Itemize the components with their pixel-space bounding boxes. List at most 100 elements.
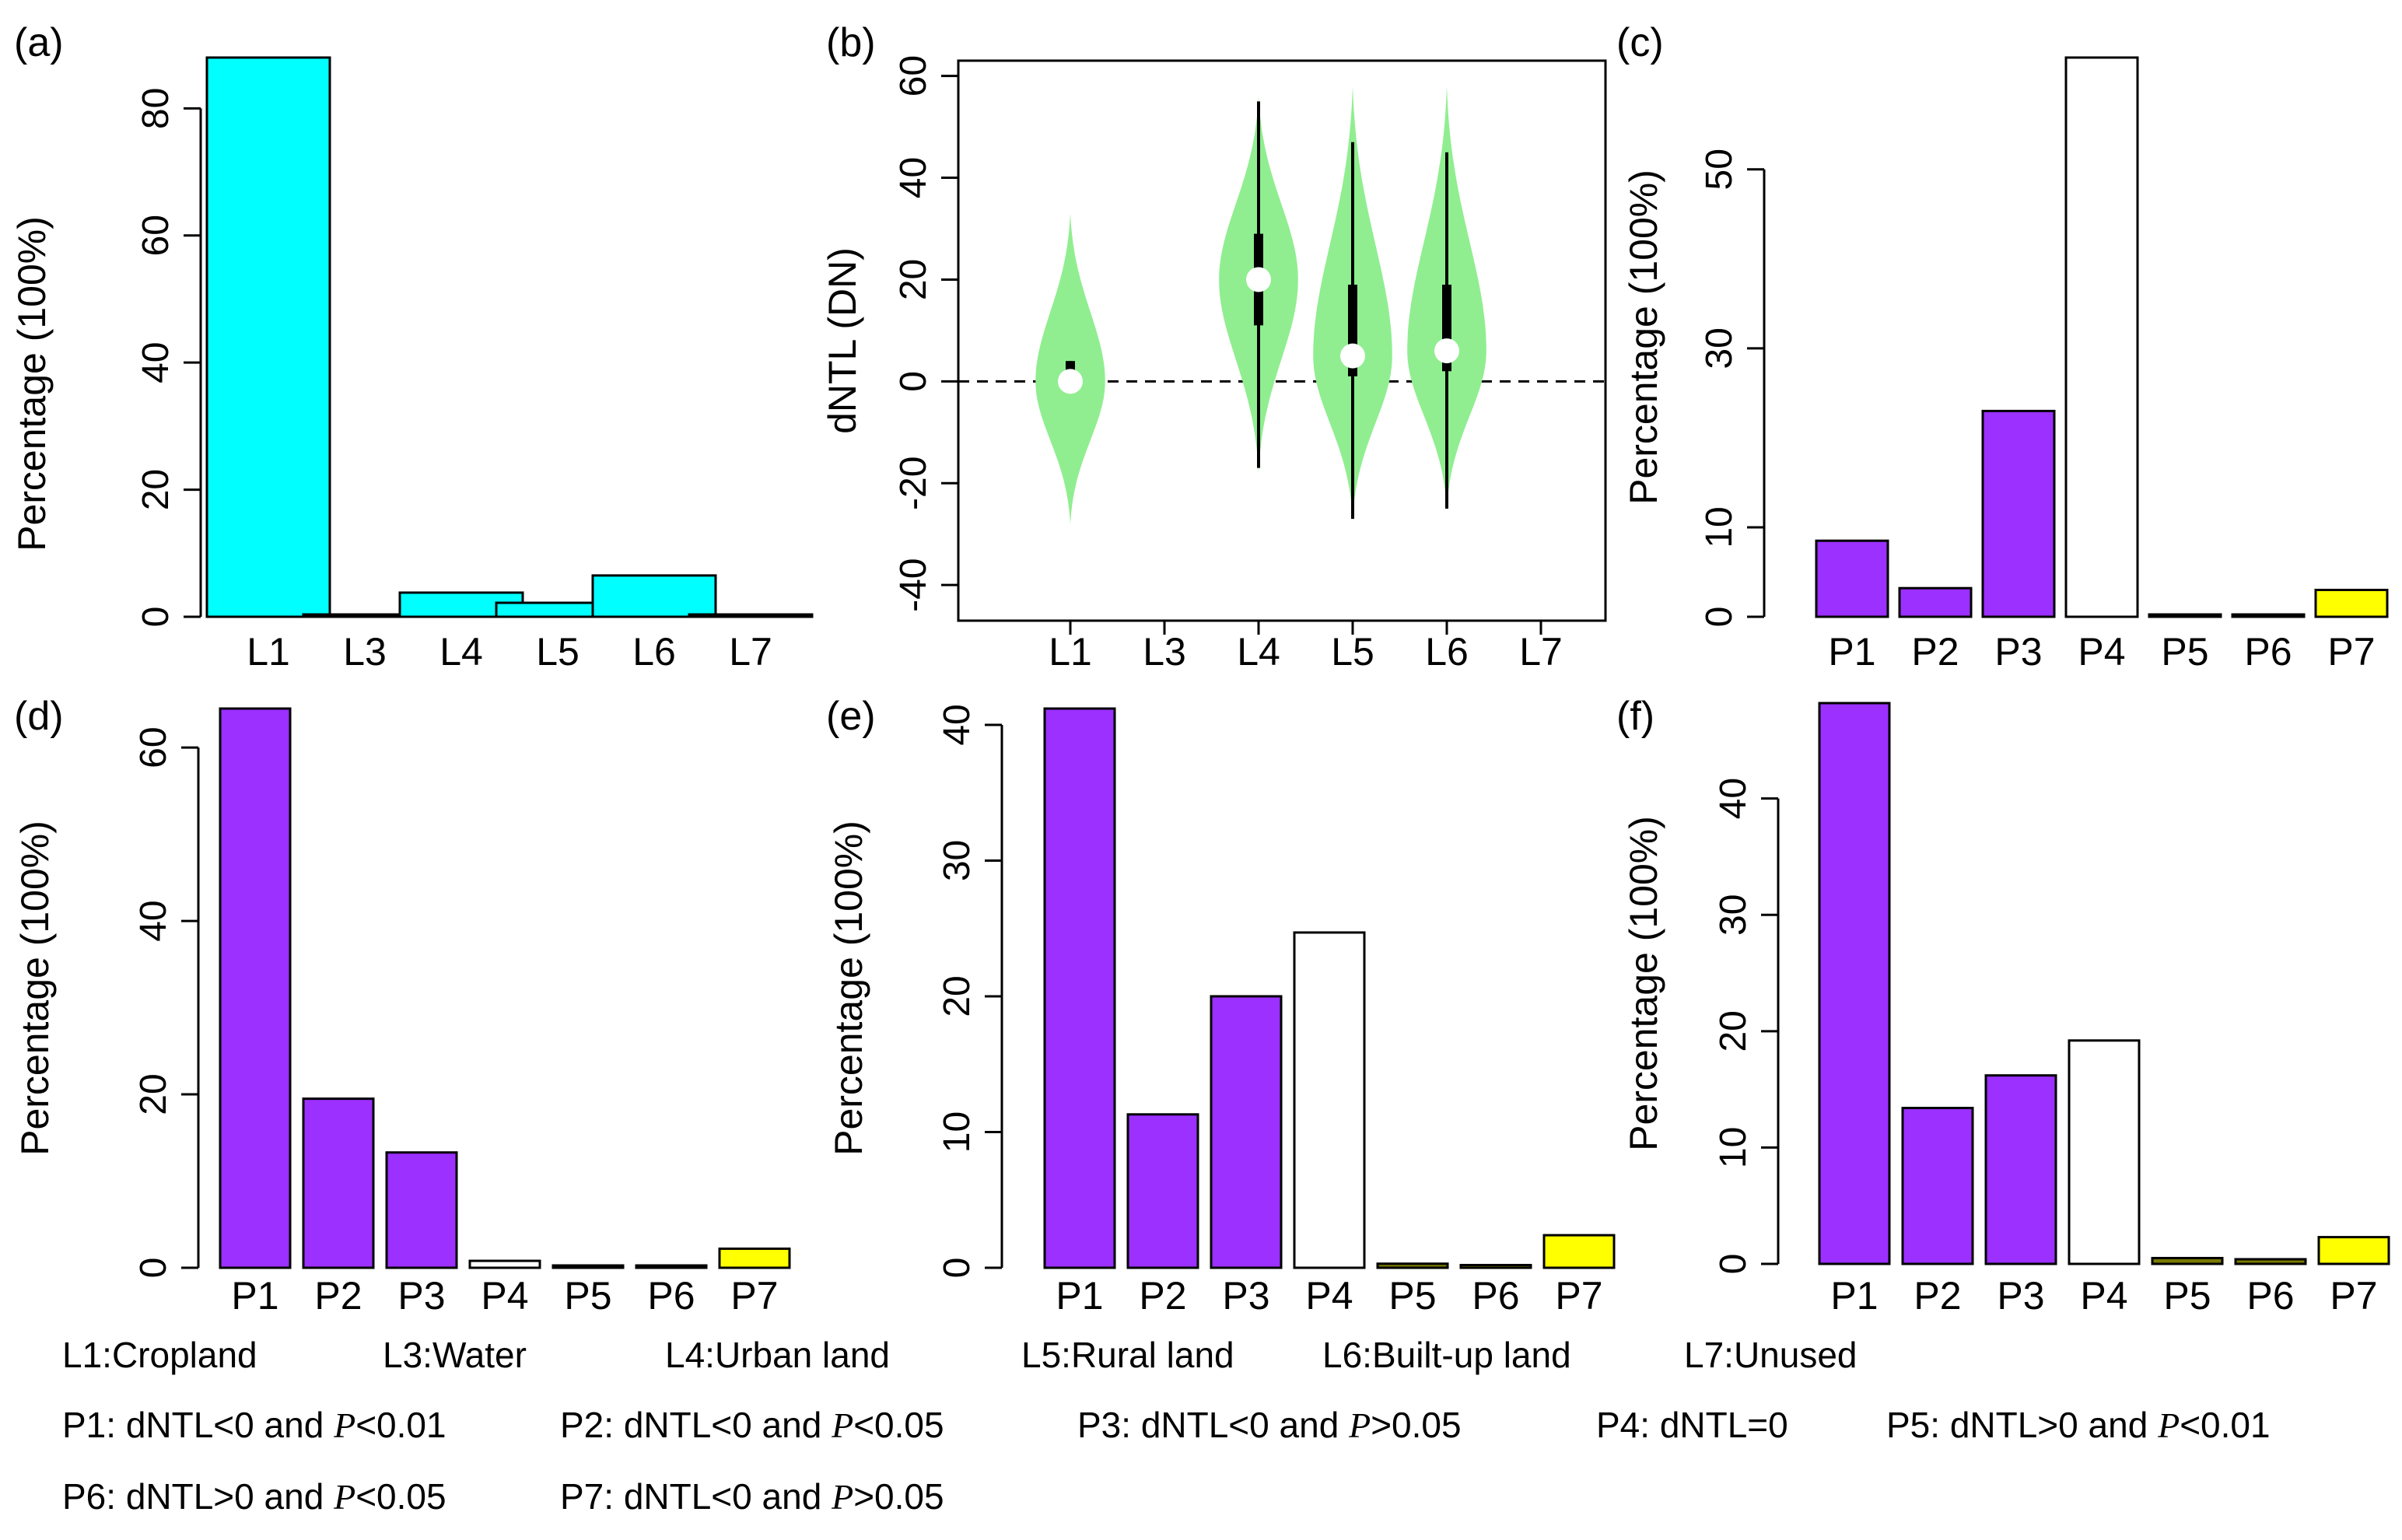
legend-pattern-p3: P3: dNTL<0 and P>0.05	[1077, 1405, 1462, 1445]
bar-P4	[2064, 56, 2139, 618]
bar-L6	[591, 574, 717, 618]
panel-label: (a)	[14, 20, 64, 65]
bar-L1	[205, 56, 331, 618]
x-tick-label: P2	[1911, 630, 1959, 674]
x-tick-label: P5	[2161, 630, 2208, 674]
panel-a: (a) 0 20 40 60 80 Percentage (100%) L1 L3 L4 L5 L6 L…	[10, 20, 814, 674]
y-tick-label: 0	[1713, 1254, 1754, 1275]
x-tick-label: L6	[632, 630, 676, 674]
panel-label: (d)	[14, 694, 64, 739]
bar-P1	[219, 707, 292, 1269]
x-tick-label: P6	[2244, 630, 2292, 674]
x-tick-label: P4	[2080, 1274, 2127, 1318]
y-axis-title: Percentage (100%)	[1622, 816, 1665, 1151]
y-tick-label: 0	[937, 1258, 978, 1279]
legend-pattern-p1: P1: dNTL<0 and P<0.01	[62, 1405, 446, 1445]
legend-land-l4: L4:Urban land	[665, 1335, 890, 1375]
y-tick-label: 20	[135, 469, 177, 510]
x-tick-label: P7	[2327, 630, 2375, 674]
x-tick-label: L5	[1331, 630, 1374, 674]
y-tick-label: 60	[893, 55, 934, 96]
legend-land-l7: L7:Unused	[1684, 1335, 1858, 1375]
x-tick-label: P1	[1056, 1274, 1103, 1318]
x-tick-label: L1	[247, 630, 290, 674]
bar-P3	[385, 1151, 458, 1269]
violin-median-point	[1246, 267, 1271, 292]
y-tick-label: 40	[893, 157, 934, 198]
bar-P2	[1898, 586, 1973, 618]
y-tick-label: 30	[937, 840, 978, 881]
y-axis-title: Percentage (100%)	[827, 821, 870, 1156]
x-tick-label: P3	[397, 1274, 445, 1318]
x-tick-label: P7	[1555, 1274, 1602, 1318]
bar-P1	[1815, 539, 1889, 618]
x-tick-label: L7	[1519, 630, 1563, 674]
x-tick-label: L4	[1237, 630, 1280, 674]
y-tick-label: 40	[135, 341, 177, 383]
panel-label: (c)	[1616, 20, 1664, 65]
y-tick-label: 0	[133, 1258, 174, 1279]
bar-P7	[2314, 588, 2389, 618]
legend-land-l6: L6:Built-up land	[1322, 1335, 1571, 1375]
bar-P3	[1981, 409, 2056, 618]
x-tick-label: P1	[1828, 630, 1875, 674]
y-tick-label: 10	[1713, 1127, 1754, 1168]
bar-P6	[2234, 1258, 2307, 1265]
panel-label: (e)	[826, 694, 876, 739]
bar-P6	[635, 1264, 708, 1269]
x-tick-label: L3	[343, 630, 387, 674]
y-tick-label: 20	[1713, 1010, 1754, 1052]
bar-P2	[1126, 1113, 1199, 1269]
y-tick-label: 10	[1699, 506, 1740, 548]
x-tick-label: P3	[1222, 1274, 1269, 1318]
y-tick-label: 30	[1699, 327, 1740, 369]
x-tick-label: P5	[2163, 1274, 2211, 1318]
x-tick-label: P2	[1914, 1274, 1961, 1318]
x-tick-label: P5	[1388, 1274, 1436, 1318]
x-tick-label: P5	[564, 1274, 611, 1318]
bar-P5	[1376, 1262, 1449, 1269]
y-tick-label: 20	[937, 975, 978, 1017]
y-tick-label: 60	[135, 215, 177, 256]
bar-P6	[2231, 613, 2306, 618]
y-axis-title: Percentage (100%)	[1622, 170, 1665, 505]
y-tick-label: 40	[1713, 778, 1754, 819]
x-tick-label: P4	[2078, 630, 2125, 674]
x-tick-label: P2	[1139, 1274, 1186, 1318]
legend-pattern-p2: P2: dNTL<0 and P<0.05	[560, 1405, 944, 1445]
bar-P5	[2151, 1257, 2224, 1265]
bar-P4	[468, 1259, 541, 1269]
y-tick-label: -20	[893, 457, 934, 510]
x-tick-label: P3	[1994, 630, 2042, 674]
y-tick-label: 40	[937, 704, 978, 745]
legend-pattern-p7: P7: dNTL<0 and P>0.05	[560, 1476, 944, 1517]
bar-L7	[688, 613, 814, 618]
bar-P7	[2317, 1236, 2390, 1265]
bar-P1	[1818, 702, 1891, 1265]
panel-d: (d) 0 20 40 60 Percentage (100%) P1 P2 P3 P4 P5 P6 P…	[13, 694, 791, 1318]
x-tick-label: P6	[2246, 1274, 2294, 1318]
x-tick-label: P4	[481, 1274, 528, 1318]
bar-P7	[718, 1247, 791, 1269]
panel-f: (f) 0 10 20 30 40 Percentage (100%) P1 P2 P3 P4 P5 P…	[1616, 694, 2390, 1318]
x-tick-label: L4	[439, 630, 483, 674]
x-tick-label: L7	[729, 630, 772, 674]
panel-label: (f)	[1616, 694, 1654, 739]
y-tick-label: 0	[135, 607, 177, 628]
x-tick-label: P6	[647, 1274, 695, 1318]
y-tick-label: 80	[135, 88, 177, 129]
y-tick-label: 50	[1699, 149, 1740, 190]
y-tick-label: -40	[893, 558, 934, 611]
bar-P6	[1459, 1264, 1532, 1269]
panel-e: (e) 0 10 20 30 40 Percentage (100%) P1 P2 P3 P4 P5 P…	[826, 694, 1616, 1318]
x-tick-label: P2	[314, 1274, 362, 1318]
y-tick-label: 40	[133, 900, 174, 941]
x-tick-label: P7	[730, 1274, 778, 1318]
y-tick-label: 30	[1713, 894, 1754, 936]
panel-b: (b) -40 -20 0 20 40 60 dNTL (DN) L1 L3 L4 L5 L6 L7	[821, 20, 1607, 674]
x-tick-label: P1	[1830, 1274, 1878, 1318]
x-tick-label: L5	[536, 630, 579, 674]
y-tick-label: 20	[133, 1073, 174, 1115]
bar-P5	[551, 1264, 625, 1269]
